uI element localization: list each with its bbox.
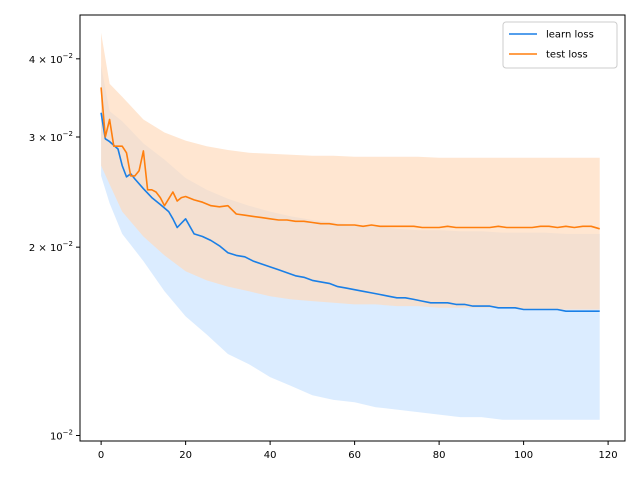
y-tick-label: 3 × 10−2 xyxy=(29,130,73,144)
x-tick-label: 80 xyxy=(433,450,446,461)
legend-label-learn-loss: learn loss xyxy=(546,30,594,41)
x-tick-label: 60 xyxy=(348,450,361,461)
axes-frame xyxy=(79,14,626,442)
test-loss-band xyxy=(101,32,600,310)
legend: learn loss test loss xyxy=(502,21,618,69)
plot-area xyxy=(100,32,600,420)
x-tick-label: 20 xyxy=(179,450,192,461)
x-tick-label: 0 xyxy=(98,450,104,461)
y-tick-label: 2 × 10−2 xyxy=(29,240,73,254)
learn-loss-line xyxy=(100,112,600,313)
test-loss-line xyxy=(100,87,600,230)
x-tick-label: 40 xyxy=(264,450,277,461)
x-axis: 0 20 40 60 80 100 120 xyxy=(98,441,618,461)
x-tick-label: 100 xyxy=(514,450,533,461)
legend-label-test-loss: test loss xyxy=(546,50,588,61)
y-tick-label: 4 × 10−2 xyxy=(29,52,73,66)
x-tick-label: 120 xyxy=(599,450,618,461)
y-tick-label: 10−2 xyxy=(50,429,73,443)
y-axis: 10−2 2 × 10−2 3 × 10−2 4 × 10−2 xyxy=(29,52,80,443)
